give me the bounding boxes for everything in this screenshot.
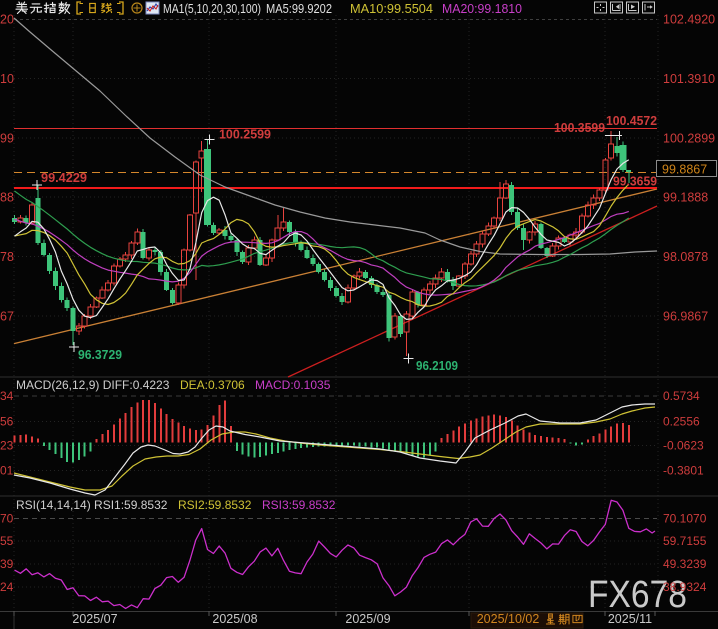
svg-text:38.9324: 38.9324 [663, 580, 707, 594]
svg-text:99.8867: 99.8867 [662, 163, 707, 177]
svg-text:70: 70 [0, 511, 14, 525]
svg-text:49.3239: 49.3239 [663, 557, 707, 571]
svg-text:MA5:99.9202: MA5:99.9202 [266, 1, 332, 16]
svg-text:MACD(26,12,9) DIFF:0.4223: MACD(26,12,9) DIFF:0.4223 [16, 378, 170, 392]
svg-text:DEA:0.3706: DEA:0.3706 [180, 378, 245, 392]
svg-text:2025/07: 2025/07 [72, 612, 117, 626]
svg-text:10: 10 [0, 72, 14, 86]
svg-text:96.3729: 96.3729 [78, 347, 122, 362]
svg-text:2025/11: 2025/11 [608, 612, 652, 626]
svg-text:MACD:0.1035: MACD:0.1035 [255, 378, 331, 392]
svg-text:2025/10/02: 2025/10/02 [477, 612, 540, 626]
svg-text:0.5734: 0.5734 [663, 389, 700, 403]
svg-text:RSI2:59.8532: RSI2:59.8532 [178, 498, 252, 512]
svg-text:96.2109: 96.2109 [416, 358, 458, 373]
svg-text:34: 34 [0, 389, 14, 403]
svg-text:98.0878: 98.0878 [663, 250, 708, 264]
svg-text:MA1(5,10,20,30,100): MA1(5,10,20,30,100) [163, 1, 261, 16]
svg-text:99.4229: 99.4229 [41, 170, 87, 185]
svg-text:78: 78 [0, 250, 14, 264]
svg-text:39: 39 [0, 557, 14, 571]
svg-text:24: 24 [0, 580, 14, 594]
svg-text:99: 99 [0, 131, 14, 145]
svg-text:RSI(14,14,14) RSI1:59.8532: RSI(14,14,14) RSI1:59.8532 [16, 498, 168, 512]
svg-text:0.2556: 0.2556 [663, 415, 700, 429]
svg-text:88: 88 [0, 191, 14, 205]
svg-text:96.9867: 96.9867 [663, 310, 708, 324]
svg-text:100.2599: 100.2599 [219, 127, 271, 142]
svg-text:RSI3:59.8532: RSI3:59.8532 [262, 498, 336, 512]
svg-text:59.7155: 59.7155 [663, 534, 707, 548]
svg-text:100.4572: 100.4572 [606, 113, 657, 128]
svg-text:FX678: FX678 [588, 574, 687, 616]
svg-text:99.1888: 99.1888 [663, 191, 708, 205]
svg-text:102.4920: 102.4920 [663, 13, 715, 27]
svg-text:-0.0623: -0.0623 [663, 438, 704, 452]
svg-text:-0.3801: -0.3801 [663, 464, 704, 478]
svg-text:23: 23 [0, 438, 14, 452]
svg-text:70.1070: 70.1070 [663, 511, 707, 525]
svg-text:MA20:99.1810: MA20:99.1810 [442, 1, 522, 16]
svg-text:100.2899: 100.2899 [663, 131, 715, 145]
svg-text:101.3910: 101.3910 [663, 72, 715, 86]
svg-text:56: 56 [0, 415, 14, 429]
svg-text:67: 67 [0, 310, 14, 324]
svg-text:20: 20 [0, 13, 14, 27]
svg-text:MA10:99.5504: MA10:99.5504 [350, 1, 433, 16]
svg-text:2025/08: 2025/08 [212, 612, 257, 626]
svg-text:01: 01 [0, 464, 14, 478]
svg-text:55: 55 [0, 534, 14, 548]
svg-text:99.3659: 99.3659 [613, 174, 657, 189]
svg-text:100.3599: 100.3599 [554, 120, 605, 135]
svg-text:2025/09: 2025/09 [345, 612, 390, 626]
